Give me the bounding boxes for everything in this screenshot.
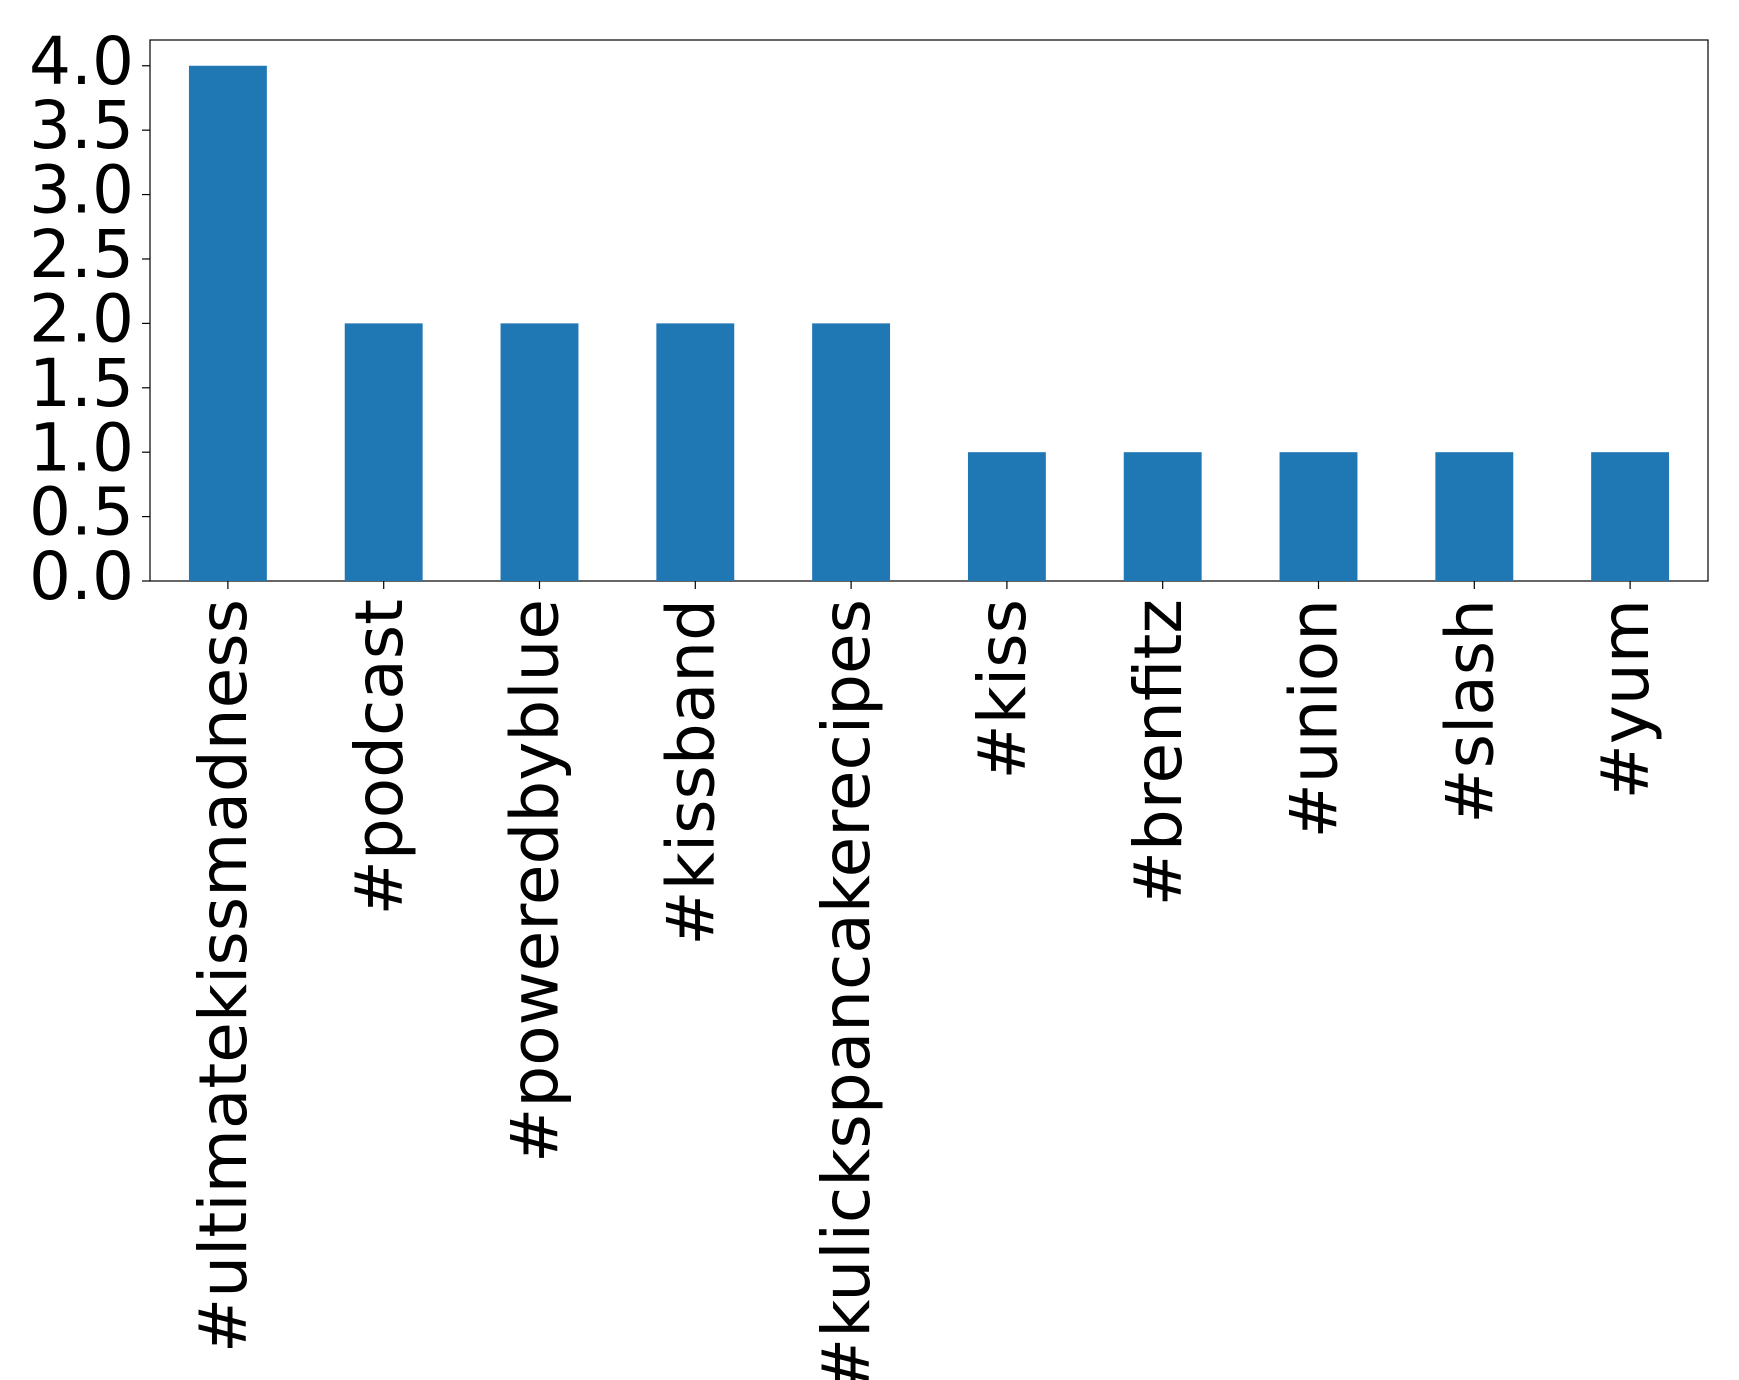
x-tick-label: #kissband <box>652 599 729 946</box>
bar <box>656 323 735 581</box>
x-tick-label: #ultimatekissmadness <box>185 599 262 1353</box>
x-tick-label: #yum <box>1587 599 1664 799</box>
y-tick-label: 2.0 <box>29 280 134 357</box>
bar <box>812 323 891 581</box>
y-tick-label: 0.0 <box>29 538 134 615</box>
bar <box>500 323 579 581</box>
x-tick-label: #slash <box>1431 599 1508 824</box>
bar <box>1123 452 1202 581</box>
bar <box>1435 452 1514 581</box>
bar <box>344 323 423 581</box>
plot-frame <box>149 39 1709 582</box>
bar <box>1279 452 1358 581</box>
y-tick-label: 1.0 <box>29 409 134 486</box>
x-tick-label: #podcast <box>341 599 418 915</box>
bar <box>1591 452 1670 581</box>
bar <box>967 452 1046 581</box>
y-tick-label: 0.5 <box>29 474 134 551</box>
x-tick-label: #union <box>1276 599 1353 839</box>
bar <box>188 65 267 581</box>
x-tick-label: #kiss <box>964 599 1041 780</box>
y-tick-label: 3.5 <box>29 87 134 164</box>
y-tick-label: 3.0 <box>29 152 134 229</box>
x-tick-label: #kulickspancakerecipes <box>808 599 885 1380</box>
x-tick-label: #brenfitz <box>1120 599 1197 906</box>
y-tick-label: 1.5 <box>29 345 134 422</box>
y-tick-label: 4.0 <box>29 23 134 100</box>
y-tick-label: 2.5 <box>29 216 134 293</box>
x-tick-label: #poweredbyblue <box>497 599 574 1163</box>
